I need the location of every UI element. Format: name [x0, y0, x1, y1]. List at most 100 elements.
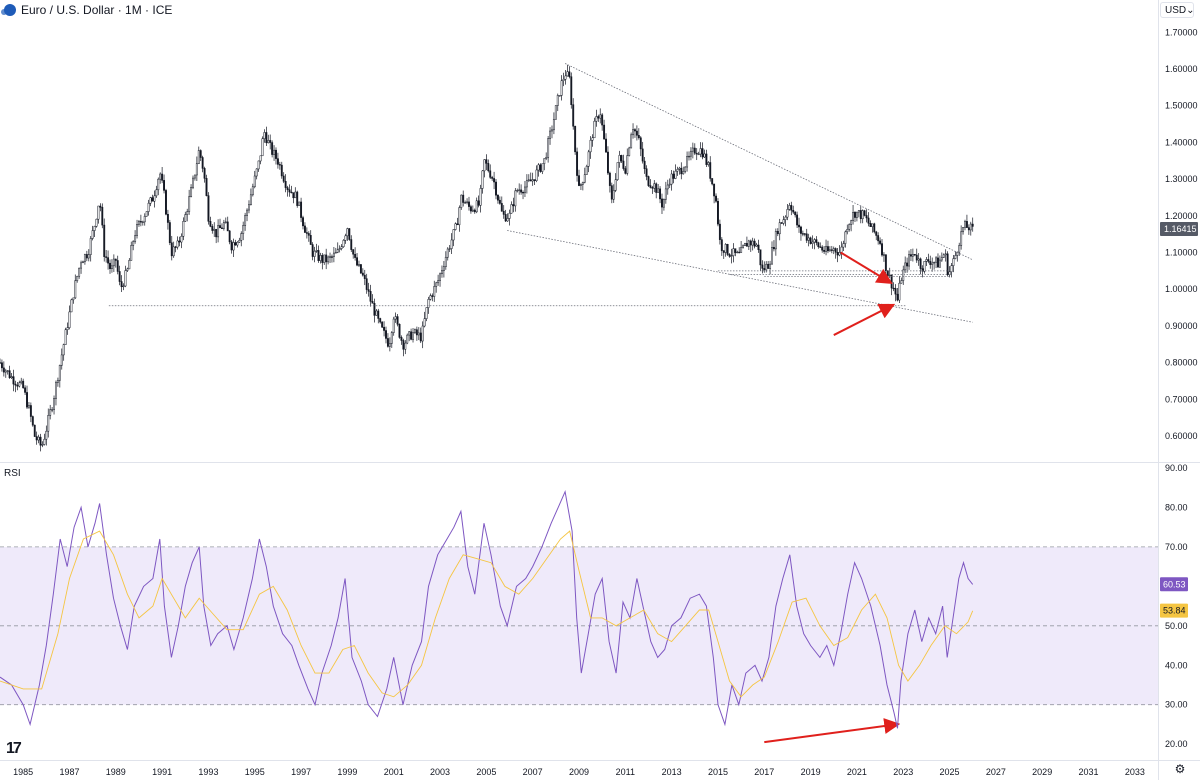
- candle-body: [217, 225, 220, 238]
- candle-body: [31, 416, 34, 426]
- candle-body: [251, 186, 254, 196]
- candle-body: [288, 189, 291, 193]
- candle-body: [597, 116, 600, 119]
- symbol-title[interactable]: Euro / U.S. Dollar · 1M · ICE: [1, 2, 172, 18]
- time-tick-label: 1993: [198, 767, 218, 777]
- candle-body: [0, 362, 3, 369]
- candle-body: [433, 286, 436, 297]
- candle-body: [493, 178, 496, 183]
- time-tick-label: 1997: [291, 767, 311, 777]
- candle-body: [259, 155, 262, 162]
- candle-body: [605, 138, 607, 153]
- candle-body: [273, 149, 276, 155]
- candle-body: [60, 354, 63, 366]
- candle-body: [317, 250, 320, 261]
- candle-body: [705, 153, 708, 165]
- candle-body: [188, 196, 191, 212]
- candle-body: [344, 235, 347, 241]
- candle-body: [558, 95, 561, 97]
- candle-body: [385, 330, 387, 339]
- candle-body: [373, 303, 376, 316]
- rsi-tick-label: 70.00: [1165, 542, 1188, 552]
- candle-body: [581, 181, 584, 185]
- candle-body: [469, 206, 472, 212]
- candle-body: [854, 212, 856, 218]
- rsi-tick-label: 50.00: [1165, 621, 1188, 631]
- currency-select[interactable]: USD ⌄: [1160, 2, 1195, 18]
- candle-body: [834, 248, 837, 253]
- candle-body: [516, 190, 519, 192]
- candle-body: [386, 338, 389, 347]
- candle-body: [813, 239, 816, 243]
- candle-body: [882, 254, 885, 256]
- candle-body: [649, 185, 652, 188]
- candle-body: [356, 257, 359, 266]
- candle-body: [456, 223, 459, 226]
- candle-body: [226, 221, 229, 232]
- candle-body: [332, 252, 335, 257]
- candle-body: [193, 174, 196, 179]
- candle-body: [278, 164, 281, 166]
- candle-body: [595, 116, 598, 122]
- candle-body: [620, 155, 623, 162]
- candle-body: [664, 188, 667, 200]
- candle-body: [359, 264, 362, 274]
- candle-body: [614, 179, 617, 191]
- candle-body: [145, 211, 148, 217]
- candle-body: [468, 201, 470, 207]
- candle-body: [697, 153, 700, 156]
- candle-body: [205, 178, 208, 196]
- candle-body: [99, 205, 102, 208]
- gear-icon[interactable]: ⚙: [1174, 762, 1186, 776]
- candle-body: [525, 180, 528, 188]
- candle-body: [925, 259, 928, 262]
- candle-body: [890, 274, 893, 289]
- candle-body: [74, 280, 77, 299]
- candle-body: [867, 217, 870, 224]
- candle-body: [78, 267, 81, 277]
- candle-body: [850, 220, 853, 225]
- candle-body: [541, 163, 544, 172]
- candle-body: [911, 253, 914, 257]
- candle-body: [684, 166, 687, 172]
- candle-body: [965, 221, 968, 228]
- candle-body: [83, 254, 86, 263]
- candle-body: [126, 268, 129, 271]
- candle-body: [817, 242, 820, 247]
- candle-body: [14, 383, 17, 386]
- candle-body: [176, 240, 179, 248]
- candle-body: [672, 173, 675, 179]
- candle-body: [730, 255, 733, 257]
- candle-body: [394, 316, 397, 320]
- candle-body: [166, 213, 169, 223]
- candle-body: [535, 169, 538, 181]
- candle-body: [10, 376, 13, 379]
- candle-body: [255, 168, 258, 177]
- candle-body: [601, 114, 604, 126]
- candle-body: [805, 233, 808, 241]
- candle-body: [110, 265, 113, 269]
- time-tick-label: 1989: [106, 767, 126, 777]
- candle-body: [64, 329, 67, 345]
- candle-body: [91, 230, 94, 239]
- candle-body: [803, 233, 806, 235]
- candle-body: [908, 254, 910, 267]
- tradingview-logo[interactable]: 17: [6, 740, 22, 757]
- candle-body: [500, 203, 503, 212]
- time-tick-label: 2023: [893, 767, 913, 777]
- candle-body: [734, 248, 737, 253]
- candle-body: [825, 246, 827, 252]
- candle-body: [139, 221, 142, 223]
- candle-body: [203, 168, 206, 179]
- candle-body: [95, 218, 98, 227]
- candle-body: [300, 201, 303, 218]
- candle-body: [165, 190, 167, 215]
- candle-body: [143, 216, 146, 223]
- candle-body: [45, 430, 48, 440]
- candle-body: [379, 318, 382, 323]
- candle-body: [28, 405, 30, 408]
- candle-body: [742, 245, 744, 248]
- candle-body: [448, 248, 451, 250]
- candle-body: [865, 215, 868, 219]
